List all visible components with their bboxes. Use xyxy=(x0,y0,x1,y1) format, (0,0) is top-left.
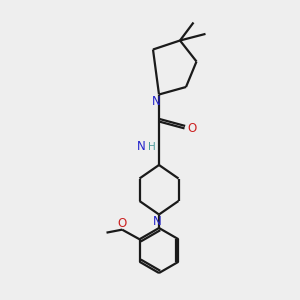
Text: N: N xyxy=(137,140,146,154)
Text: O: O xyxy=(118,217,127,230)
Text: O: O xyxy=(188,122,196,136)
Text: N: N xyxy=(152,94,161,108)
Text: N: N xyxy=(153,214,162,228)
Text: H: H xyxy=(148,142,155,152)
